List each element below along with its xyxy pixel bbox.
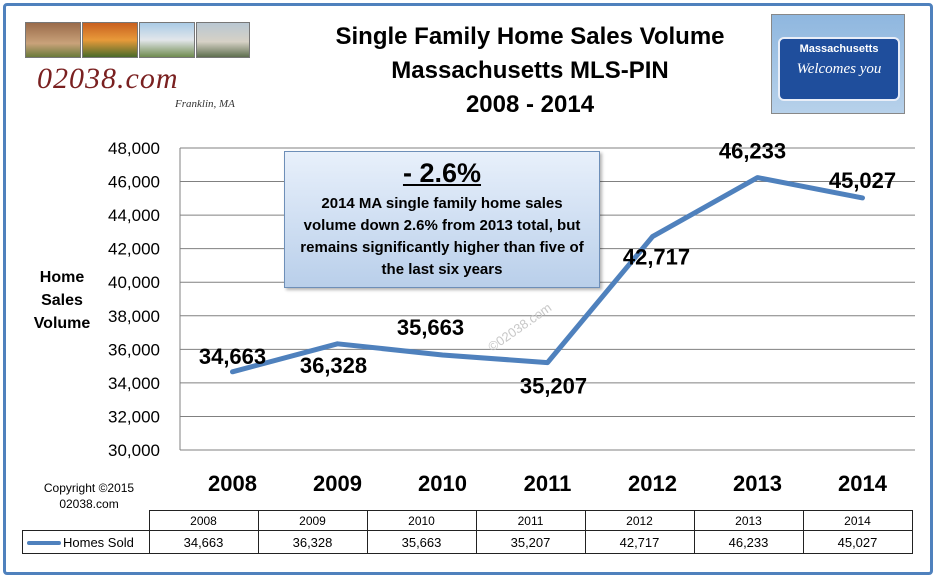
copyright-line-2: 02038.com (59, 497, 119, 511)
photo-thumbnail (25, 22, 81, 58)
y-axis-label: Sales (41, 292, 83, 309)
sign-top-text: Massachusetts (799, 43, 879, 55)
photo-thumbnail (82, 22, 138, 58)
y-tick-label: 48,000 (108, 139, 160, 158)
x-tick-label: 2010 (418, 471, 467, 496)
data-label: 35,207 (520, 374, 587, 399)
series-line-homes-sold (230, 175, 865, 375)
table-year-cell: 2008 (148, 510, 259, 531)
site-logo: 02038.com Franklin, MA (25, 18, 265, 113)
sign-bottom-text: Welcomes you (796, 61, 882, 77)
y-tick-label: 46,000 (108, 173, 160, 192)
y-axis-label: Volume (34, 315, 91, 332)
massachusetts-welcome-sign: Massachusetts Welcomes you (771, 14, 905, 114)
callout-headline: - 2.6% (402, 158, 482, 188)
y-tick-label: 40,000 (108, 273, 160, 292)
photo-thumbnail (196, 22, 250, 58)
table-year-cell: 2014 (802, 510, 913, 531)
sign-board: Massachusetts Welcomes you (778, 37, 900, 101)
data-label: 35,663 (397, 315, 464, 340)
table-year-cell: 2011 (475, 510, 586, 531)
y-axis-label: Home (40, 269, 85, 286)
data-label: 45,027 (829, 168, 896, 193)
table-year-cell: 2010 (366, 510, 477, 531)
data-table-row: Homes Sold 34,663 36,328 35,663 35,207 42,71… (22, 530, 913, 554)
data-label: 36,328 (300, 353, 367, 378)
y-tick-label: 30,000 (108, 441, 160, 460)
photo-thumbnail (139, 22, 195, 58)
x-tick-label: 2012 (628, 471, 677, 496)
data-label: 46,233 (719, 139, 786, 164)
data-label: 42,717 (623, 245, 690, 270)
table-value-cell: 45,027 (802, 530, 913, 554)
x-tick-label: 2011 (524, 471, 572, 496)
y-tick-label: 32,000 (108, 407, 160, 426)
table-value-cell: 34,663 (148, 530, 259, 554)
title-line-3: 2008 - 2014 (465, 91, 595, 118)
x-tick-label: 2013 (733, 471, 782, 496)
title-line-2: Massachusetts MLS-PIN (391, 57, 669, 84)
table-year-cell: 2013 (693, 510, 804, 531)
y-tick-label: 36,000 (108, 340, 160, 359)
x-tick-label: 2009 (313, 471, 362, 496)
data-table: 2008 2009 2010 2011 2012 2013 2014 Homes Sold … (22, 510, 913, 554)
watermark: ©02038.com (485, 300, 554, 355)
series-name: Homes Sold (63, 534, 134, 550)
callout-text: 2014 MA single family home sales volume … (300, 195, 584, 278)
logo-text: 02038.com (37, 62, 179, 95)
y-tick-label: 38,000 (108, 307, 160, 326)
x-tick-label: 2014 (838, 471, 888, 496)
chart-title: Single Family Home Sales Volume Massachu… (280, 20, 780, 122)
table-value-cell: 42,717 (584, 530, 695, 554)
y-tick-label: 34,000 (108, 374, 160, 393)
x-tick-label: 2008 (208, 471, 257, 496)
table-year-cell: 2012 (584, 510, 695, 531)
table-value-cell: 46,233 (693, 530, 804, 554)
data-table-header-row: 2008 2009 2010 2011 2012 2013 2014 (23, 510, 913, 531)
table-value-cell: 35,663 (366, 530, 477, 554)
table-year-cell: 2009 (257, 510, 368, 531)
copyright-line-1: Copyright ©2015 (43, 481, 135, 495)
legend-line-icon (27, 541, 61, 546)
table-value-cell: 36,328 (257, 530, 368, 554)
logo-subtitle: Franklin, MA (175, 98, 235, 110)
y-tick-label: 44,000 (108, 206, 160, 225)
copyright: Copyright ©2015 02038.com (34, 480, 144, 512)
series-label-cell: Homes Sold (22, 530, 150, 554)
data-label: 34,663 (199, 344, 266, 369)
callout-box: - 2.6% 2014 MA single family home sales … (284, 151, 600, 288)
table-value-cell: 35,207 (475, 530, 586, 554)
title-line-1: Single Family Home Sales Volume (335, 23, 725, 50)
y-tick-label: 42,000 (108, 240, 160, 259)
